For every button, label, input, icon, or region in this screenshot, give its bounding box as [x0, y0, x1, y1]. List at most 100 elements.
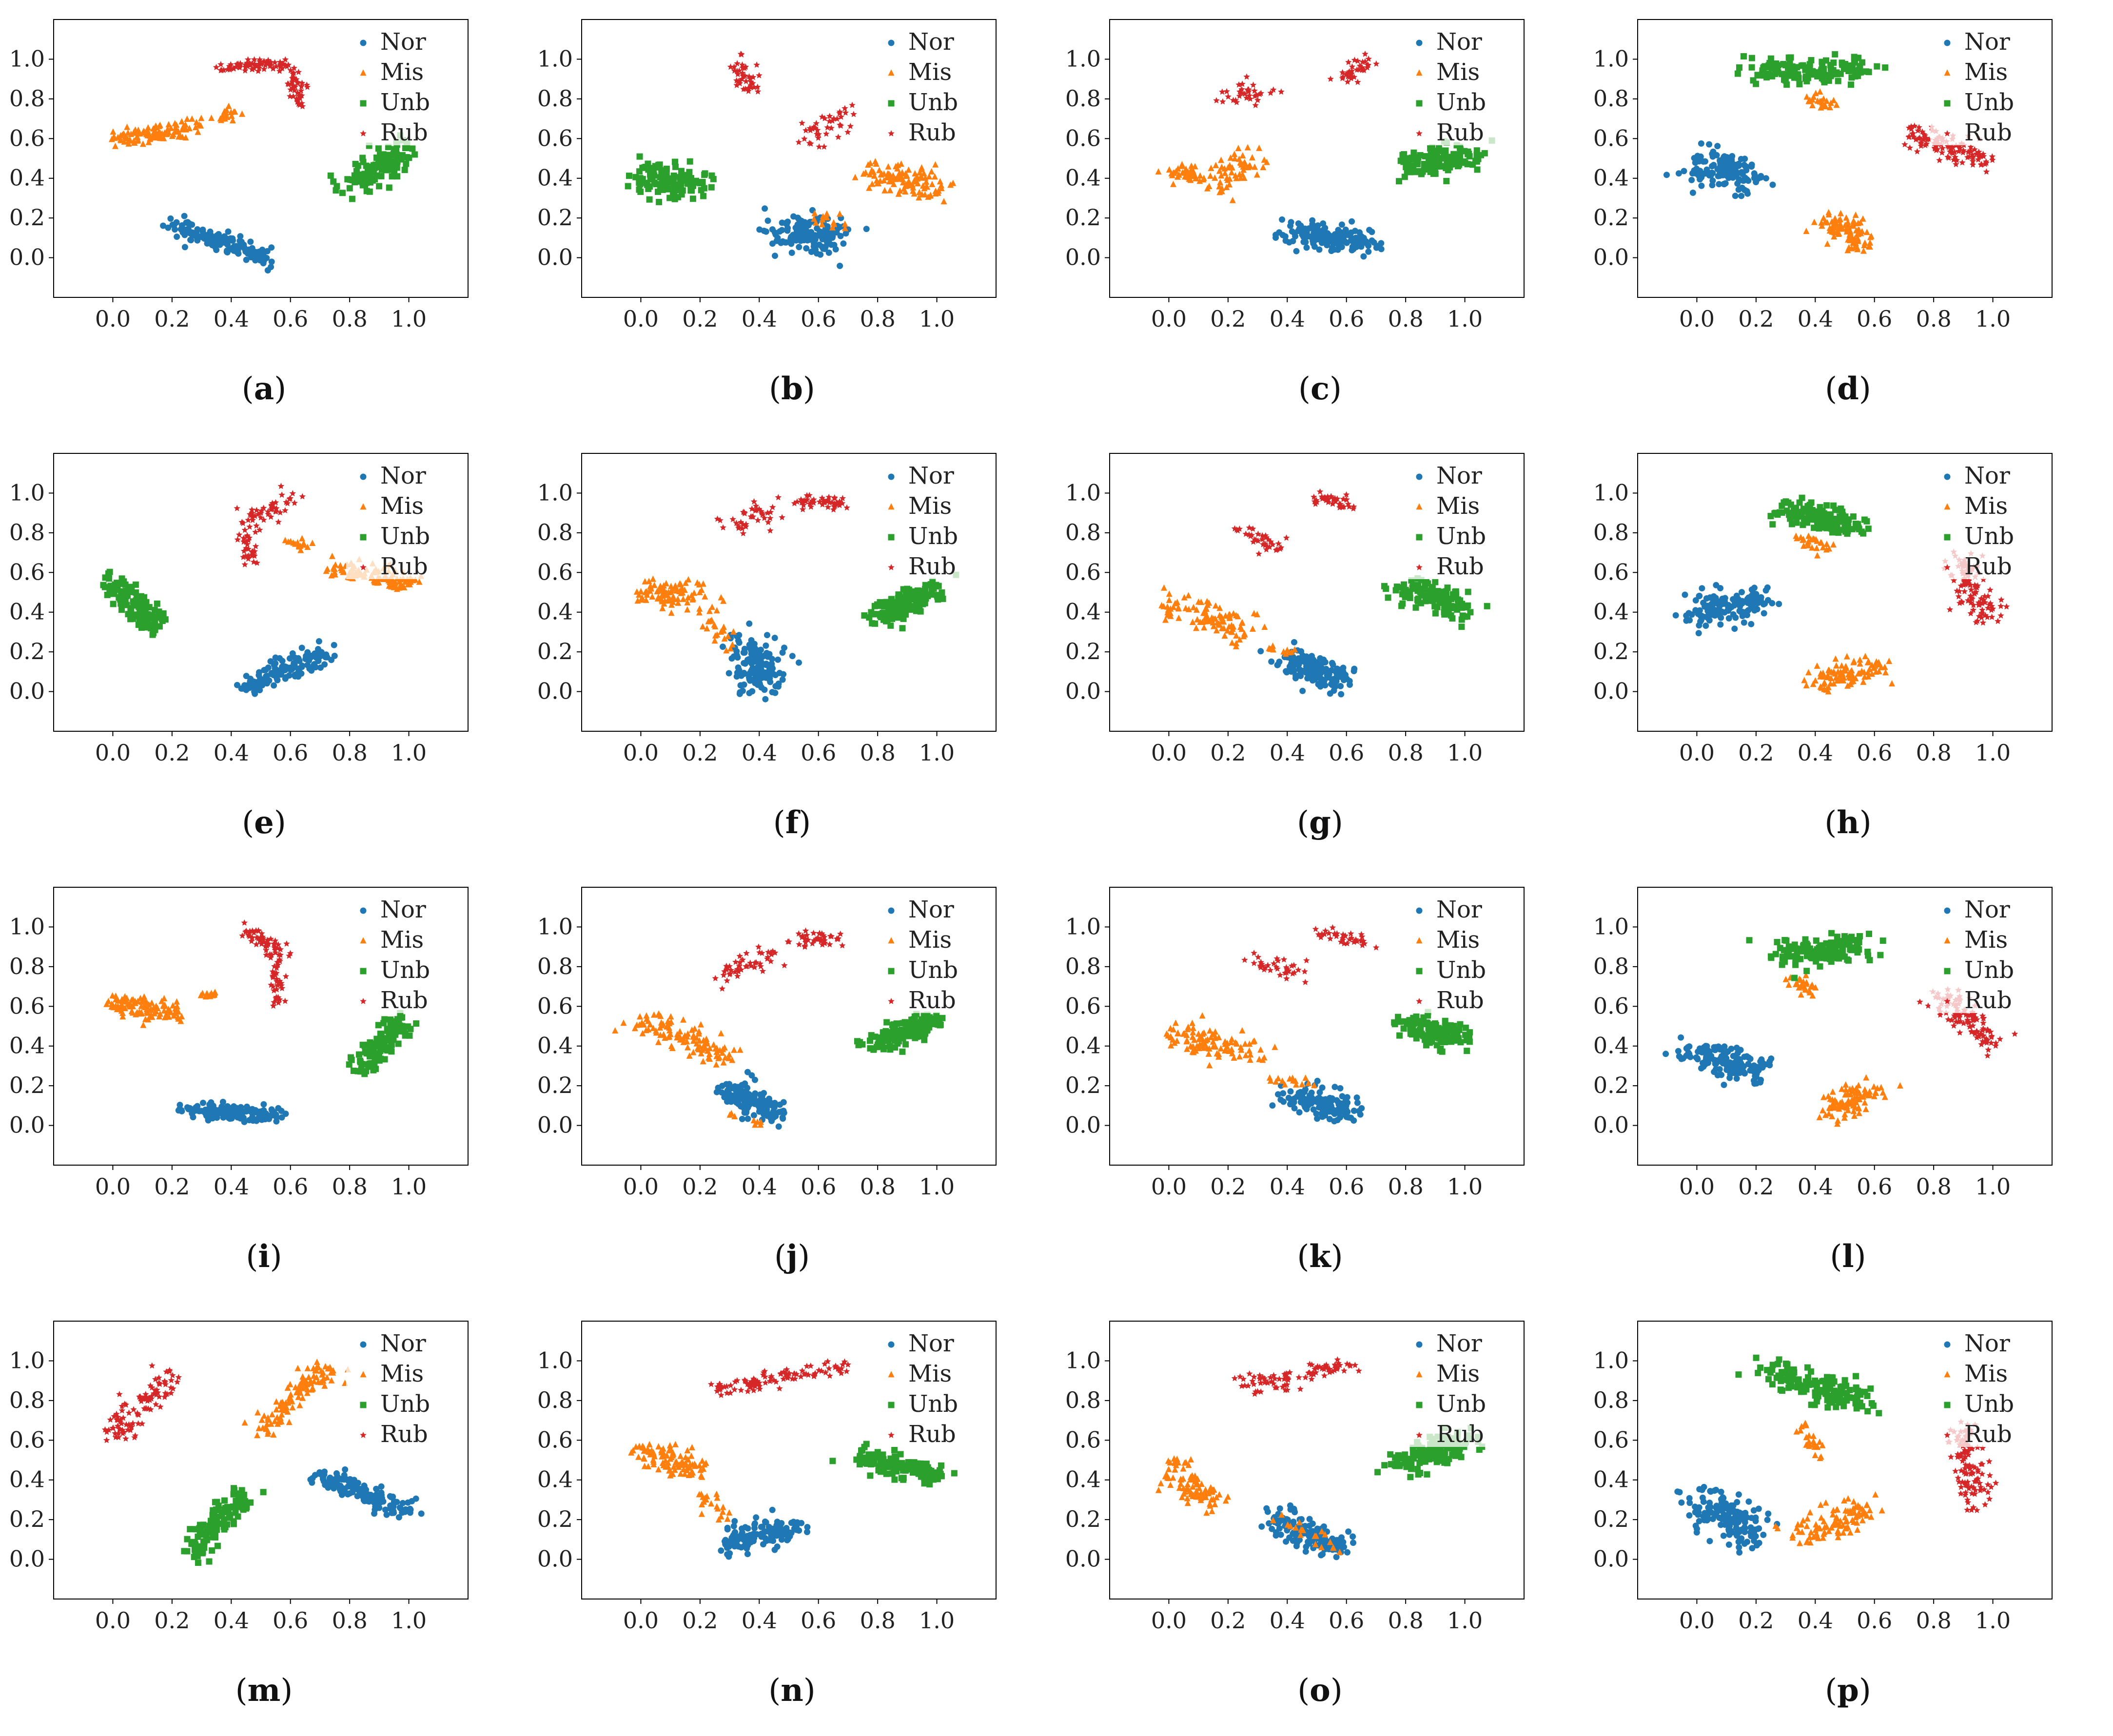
y-tick-label: 1.0: [9, 479, 45, 506]
point-rub: [769, 504, 776, 510]
point-nor: [1753, 591, 1760, 598]
point-rub: [739, 525, 746, 531]
point-mis: [927, 192, 934, 198]
point-rub: [279, 65, 286, 72]
panel-caption-letter: a: [254, 371, 274, 407]
y-tick-label: 0.6: [537, 559, 573, 585]
point-rub: [847, 122, 854, 129]
point-rub: [276, 509, 284, 516]
y-tick-label: 0.2: [1593, 638, 1629, 664]
point-unb: [1443, 590, 1450, 597]
point-rub: [806, 492, 813, 498]
point-rub: [240, 553, 247, 560]
point-rub: [258, 60, 265, 67]
point-mis: [170, 1002, 176, 1009]
point-rub: [1252, 101, 1259, 108]
point-rub: [1236, 93, 1243, 99]
point-mis: [1233, 612, 1239, 619]
point-nor: [1696, 607, 1703, 614]
point-rub: [1959, 159, 1966, 166]
point-rub: [799, 506, 806, 512]
point-rub: [266, 951, 274, 957]
point-nor: [782, 239, 789, 246]
scatter-panel-g: 0.0 0.2 0.4 0.6 0.8 1.0 0.0 0.2 0.4 0.6 0.8 1.0 Nor M…: [1056, 434, 1584, 868]
point-mis: [636, 591, 642, 598]
point-mis: [203, 990, 210, 997]
point-mis: [672, 582, 679, 589]
point-rub: [262, 62, 269, 68]
point-rub: [802, 127, 809, 134]
point-mis: [1187, 176, 1194, 183]
point-unb: [348, 1056, 355, 1063]
point-mis: [1813, 545, 1820, 551]
point-rub: [275, 518, 282, 525]
panel-caption-letter: e: [254, 804, 274, 841]
x-tick-label: 0.4: [214, 1173, 249, 1200]
point-nor: [1287, 222, 1294, 229]
point-mis: [295, 543, 302, 550]
scatter-points: [625, 50, 957, 269]
point-nor: [279, 658, 286, 664]
point-unb: [1830, 524, 1837, 531]
point-rub: [267, 954, 274, 961]
point-rub: [1953, 161, 1959, 167]
point-unb: [1791, 74, 1798, 81]
point-unb: [1780, 61, 1787, 67]
point-rub: [1259, 532, 1266, 539]
legend-label-nor: Nor: [380, 896, 426, 923]
x-tick-label: 0.0: [95, 1173, 131, 1200]
point-rub: [263, 952, 270, 958]
point-mis: [1241, 159, 1248, 165]
point-nor: [239, 685, 246, 692]
point-rub: [1998, 596, 2005, 603]
point-rub: [1266, 544, 1273, 550]
point-mis: [678, 589, 685, 596]
point-rub: [1231, 525, 1238, 532]
point-rub: [1969, 595, 1976, 602]
point-rub: [1233, 98, 1240, 105]
point-unb: [1827, 73, 1834, 79]
point-unb: [1484, 603, 1490, 609]
point-unb: [659, 175, 666, 182]
point-nor: [1738, 156, 1744, 162]
point-rub: [1254, 530, 1262, 537]
point-rub: [1973, 150, 1980, 157]
point-mis: [189, 115, 196, 122]
point-rub: [1239, 80, 1246, 87]
point-nor: [790, 213, 797, 220]
y-tick-label: 0.4: [1593, 599, 1629, 625]
point-mis: [139, 998, 146, 1005]
point-nor: [1751, 607, 1758, 614]
point-unb: [383, 167, 390, 174]
point-rub: [1979, 619, 1987, 626]
point-mis: [1836, 230, 1842, 236]
point-rub: [249, 548, 255, 555]
point-mis: [1823, 541, 1830, 547]
point-unb: [344, 176, 351, 183]
y-tick-label: 1.0: [9, 913, 45, 939]
point-rub: [1995, 618, 2001, 624]
point-nor: [1698, 182, 1705, 189]
point-mis: [654, 595, 661, 602]
x-tick-label: 0.0: [623, 1173, 659, 1200]
point-unb: [1444, 156, 1450, 163]
point-mis: [1830, 680, 1837, 687]
point-nor: [1257, 648, 1264, 655]
y-tick-label: 0.8: [9, 519, 45, 546]
point-rub: [296, 92, 304, 98]
point-nor: [1721, 154, 1727, 160]
y-tick-label: 1.0: [1065, 45, 1101, 72]
x-tick-label: 0.0: [95, 306, 131, 332]
point-nor: [1758, 174, 1764, 181]
point-mis: [700, 580, 706, 587]
point-nor: [1360, 253, 1367, 260]
point-mis: [711, 621, 718, 628]
point-nor: [1764, 584, 1771, 591]
point-rub: [273, 975, 280, 982]
y-tick-label: 0.8: [1593, 519, 1629, 546]
legend-marker-rub: [1416, 130, 1423, 137]
point-mis: [1174, 165, 1181, 172]
point-mis: [111, 135, 118, 141]
